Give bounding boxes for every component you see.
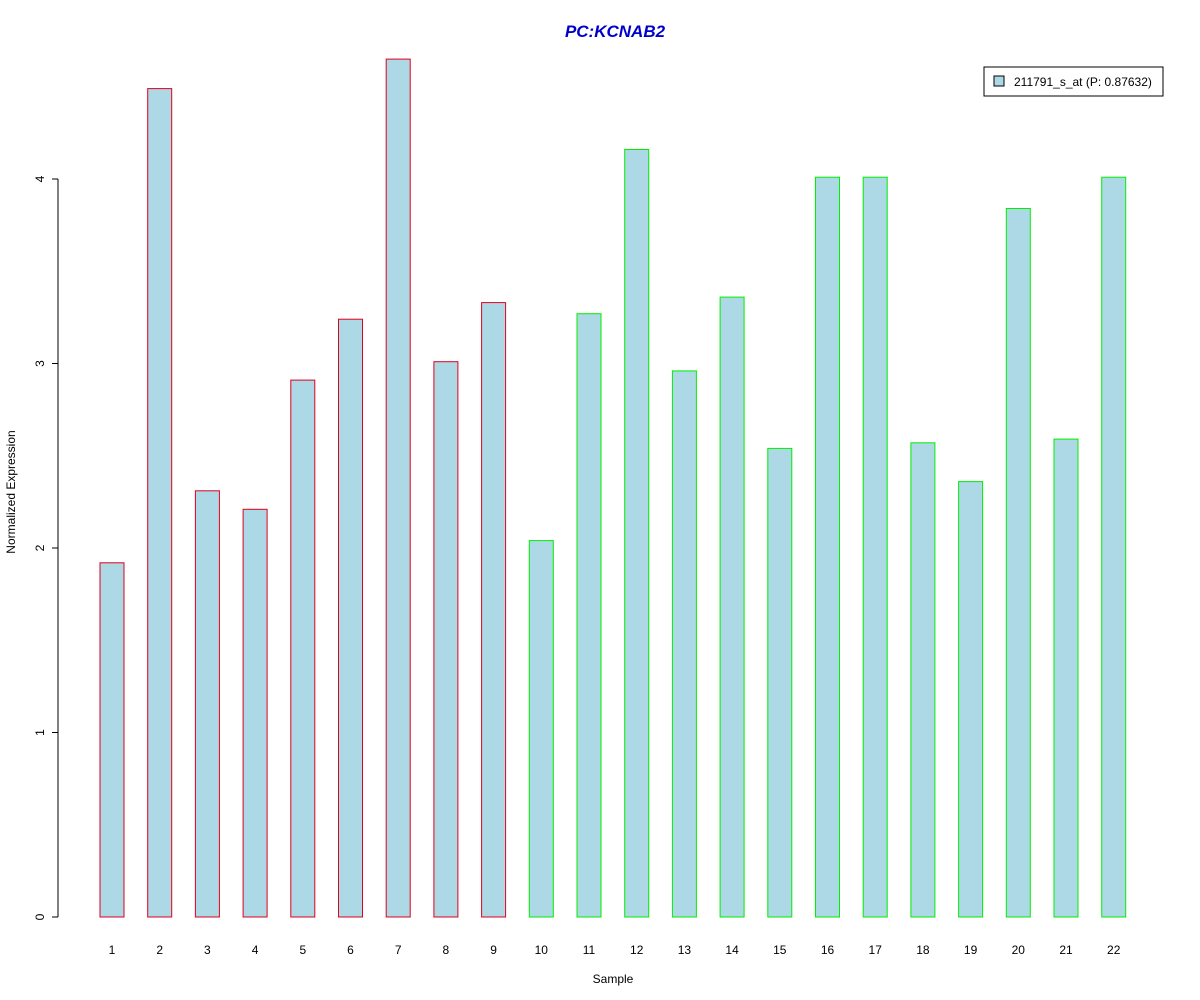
bar-sample-4	[242, 508, 268, 918]
x-tick-label: 14	[725, 943, 739, 957]
y-tick-label: 3	[33, 360, 47, 367]
bar-sample-9	[481, 302, 507, 918]
x-tick-label: 12	[630, 943, 644, 957]
bar-sample-21	[1053, 438, 1079, 918]
x-tick-label: 19	[964, 943, 978, 957]
x-tick-label: 9	[490, 943, 497, 957]
x-tick-label: 20	[1012, 943, 1026, 957]
bar-sample-8	[433, 361, 459, 918]
bar-sample-11	[576, 313, 602, 918]
x-tick-label: 16	[821, 943, 835, 957]
x-tick-label: 1	[109, 943, 116, 957]
x-axis-label: Sample	[593, 972, 634, 986]
bar-sample-13	[671, 370, 697, 918]
bar-sample-18	[910, 442, 936, 918]
bar-sample-20	[1005, 208, 1031, 918]
bar-sample-15	[767, 447, 793, 918]
bar-sample-17	[862, 176, 888, 918]
x-tick-label: 8	[443, 943, 450, 957]
y-tick-label: 1	[33, 729, 47, 736]
bar-sample-19	[958, 481, 984, 918]
legend: 211791_s_at (P: 0.87632)	[983, 66, 1164, 97]
x-tick-label: 5	[299, 943, 306, 957]
bar-sample-7	[385, 58, 411, 918]
bar-sample-16	[815, 176, 840, 918]
y-tick-label: 4	[33, 175, 47, 182]
bar-sample-12	[624, 149, 650, 918]
bar-sample-1	[99, 562, 125, 918]
bar-sample-14	[719, 296, 745, 918]
bar-sample-22	[1101, 176, 1127, 918]
x-tick-label: 10	[535, 943, 549, 957]
chart-title: PC:KCNAB2	[565, 22, 666, 41]
x-tick-label: 21	[1059, 943, 1073, 957]
bar-sample-3	[194, 490, 220, 918]
x-tick-labels: 1 2 3 4 5 6 7 8 9 10 11 12 13 14 15 16 17 18 19 20 21 22	[109, 943, 1121, 957]
x-tick-label: 3	[204, 943, 211, 957]
x-tick-label: 7	[395, 943, 402, 957]
x-tick-label: 22	[1107, 943, 1121, 957]
x-tick-label: 17	[869, 943, 883, 957]
x-tick-label: 6	[347, 943, 354, 957]
y-tick-label: 0	[33, 913, 47, 920]
x-tick-label: 13	[678, 943, 692, 957]
x-tick-label: 2	[156, 943, 163, 957]
y-axis: 0 1 2 3 4	[33, 175, 59, 920]
legend-label: 211791_s_at (P: 0.87632)	[1014, 75, 1152, 89]
x-tick-label: 15	[773, 943, 787, 957]
y-tick-label: 2	[33, 544, 47, 551]
x-tick-label: 18	[916, 943, 930, 957]
legend-box	[983, 66, 1164, 97]
bar-sample-6	[338, 318, 363, 918]
bars	[99, 58, 1127, 918]
bar-sample-2	[147, 88, 173, 918]
y-axis-label: Normalized Expression	[4, 430, 18, 553]
bar-sample-10	[528, 540, 554, 918]
legend-swatch	[993, 75, 1005, 87]
x-tick-label: 11	[583, 943, 596, 957]
x-tick-label: 4	[252, 943, 259, 957]
bar-sample-5	[290, 379, 316, 918]
